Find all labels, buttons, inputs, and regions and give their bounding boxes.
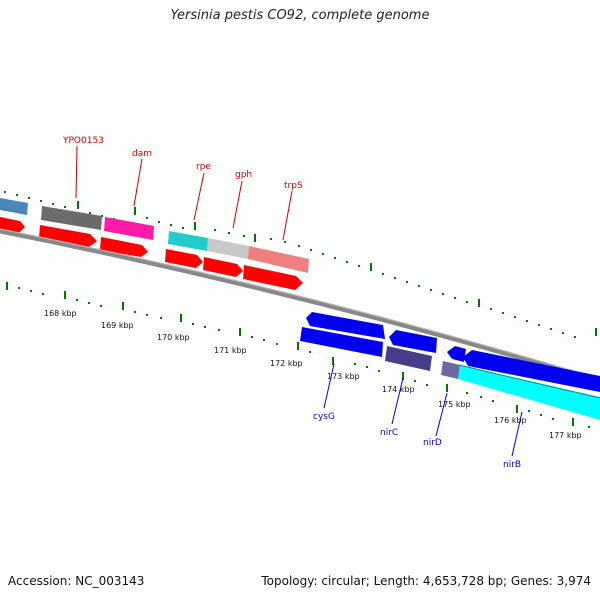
kbp-label: 172 kbp	[270, 359, 303, 368]
gene-feature[interactable]	[441, 361, 460, 379]
gene-label[interactable]: YPO0153	[62, 136, 104, 146]
genome-summary-text: Topology: circular; Length: 4,653,728 bp…	[261, 574, 591, 588]
kbp-label: 168 kbp	[44, 309, 77, 318]
gene-feature[interactable]	[300, 327, 383, 357]
kbp-label: 171 kbp	[214, 346, 247, 355]
gene-arrow[interactable]	[306, 312, 385, 339]
kbp-label: 169 kbp	[101, 321, 134, 330]
gene-label[interactable]: dam	[132, 149, 152, 159]
gene-label[interactable]: gph	[235, 170, 252, 180]
map-title: Yersinia pestis CO92, complete genome	[170, 8, 430, 23]
kbp-label: 174 kbp	[382, 385, 415, 394]
reverse-arrow-track	[306, 312, 600, 392]
inner-tick-ring	[6, 282, 590, 428]
outer-tick-ring	[4, 191, 597, 338]
gene-feature[interactable]	[41, 206, 102, 230]
gene-feature[interactable]	[104, 217, 154, 240]
gene-arrow[interactable]	[463, 350, 600, 392]
gene-feature[interactable]	[458, 365, 600, 420]
gene-label[interactable]: cysG	[313, 412, 335, 422]
gene-arrow[interactable]	[203, 257, 243, 277]
gene-label[interactable]: nirD	[423, 438, 442, 448]
gene-label[interactable]: rpe	[196, 162, 211, 172]
backbone	[0, 228, 600, 384]
kbp-label: 170 kbp	[157, 333, 190, 342]
kbp-label: 177 kbp	[549, 431, 582, 440]
forward-gene-labels: YPO0153 dam rpe gph trpS	[62, 136, 303, 241]
kbp-label: 173 kbp	[327, 372, 360, 381]
gene-feature[interactable]	[248, 246, 309, 273]
gene-arrow[interactable]	[39, 225, 97, 247]
gene-feature[interactable]	[207, 238, 249, 259]
gene-feature[interactable]	[168, 231, 208, 251]
gene-arrow[interactable]	[447, 346, 466, 362]
kbp-label: 175 kbp	[438, 400, 471, 409]
forward-feature-track	[0, 198, 309, 273]
gene-arrow[interactable]	[389, 330, 437, 353]
gene-arrow[interactable]	[0, 217, 25, 233]
gene-label[interactable]: trpS	[284, 181, 303, 191]
reverse-feature-track	[300, 327, 600, 420]
kbp-label: 176 kbp	[494, 416, 527, 425]
forward-arrow-track	[0, 217, 303, 290]
kbp-scale-labels: 168 kbp 169 kbp 170 kbp 171 kbp 172 kbp …	[44, 309, 582, 440]
gene-arrow[interactable]	[243, 265, 303, 290]
gene-feature[interactable]	[385, 346, 432, 371]
gene-feature[interactable]	[0, 198, 28, 215]
gene-arrow[interactable]	[165, 249, 203, 268]
reverse-gene-labels: cysG nirC nirD nirB	[313, 363, 523, 470]
gene-label[interactable]: nirB	[503, 460, 521, 470]
gene-label[interactable]: nirC	[380, 428, 398, 438]
accession-text: Accession: NC_003143	[8, 574, 145, 588]
